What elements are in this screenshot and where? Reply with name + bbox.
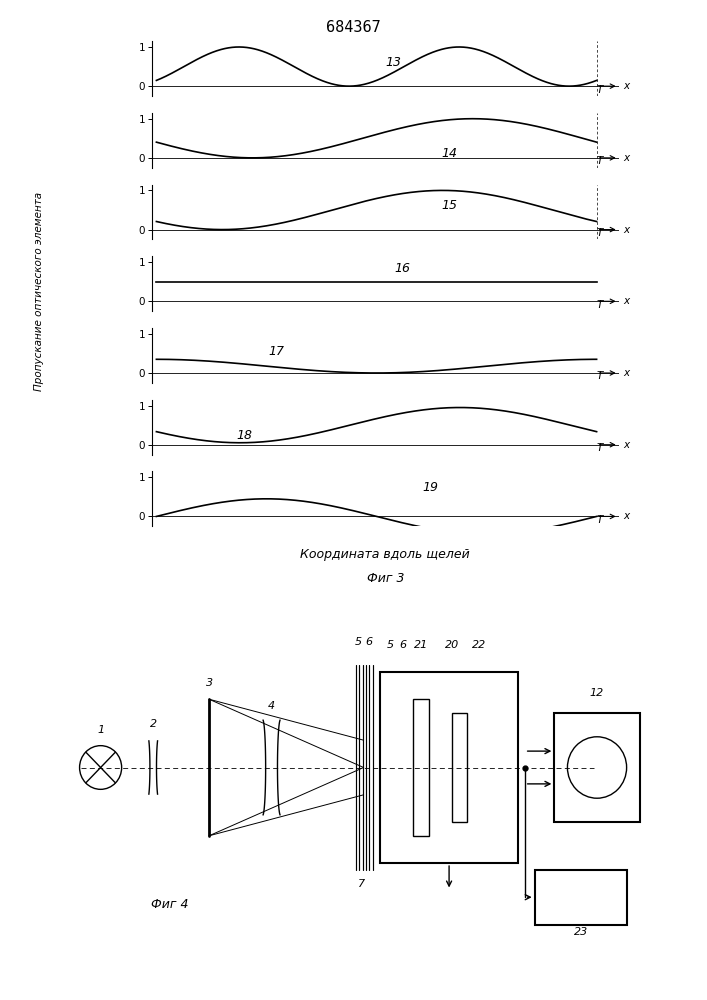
Text: x: x	[623, 440, 629, 450]
Text: T: T	[597, 85, 603, 95]
Text: x: x	[623, 368, 629, 378]
Text: T: T	[597, 228, 603, 238]
Text: Фиг 4: Фиг 4	[151, 898, 189, 911]
Text: 2: 2	[150, 719, 157, 729]
Text: 20: 20	[445, 640, 460, 650]
Text: 12: 12	[590, 688, 604, 698]
Text: T: T	[597, 443, 603, 453]
Text: 22: 22	[472, 640, 486, 650]
Text: T: T	[597, 156, 603, 166]
Text: 5: 5	[355, 637, 362, 647]
Text: 6: 6	[399, 640, 407, 650]
Text: 17: 17	[269, 345, 285, 358]
Text: 3: 3	[206, 678, 213, 688]
Bar	[380, 672, 518, 863]
Text: x: x	[623, 296, 629, 306]
Text: 4: 4	[268, 701, 275, 711]
Bar	[413, 699, 429, 836]
Text: x: x	[623, 153, 629, 163]
Bar	[534, 870, 626, 925]
Text: 6: 6	[366, 637, 373, 647]
Text: 684367: 684367	[326, 20, 381, 35]
Text: T: T	[597, 515, 603, 525]
Text: 18: 18	[236, 429, 252, 442]
Text: 19: 19	[423, 481, 438, 494]
Text: 7: 7	[358, 879, 366, 889]
Text: x: x	[623, 511, 629, 521]
Text: x: x	[623, 225, 629, 235]
Text: 5: 5	[386, 640, 394, 650]
Text: Фиг 3: Фиг 3	[366, 572, 404, 585]
Text: 1: 1	[97, 725, 104, 735]
Text: 13: 13	[385, 56, 402, 69]
Text: 23: 23	[573, 927, 588, 937]
Text: Координата вдоль щелей: Координата вдоль щелей	[300, 548, 470, 561]
Bar	[452, 713, 467, 822]
Text: T: T	[597, 371, 603, 381]
Text: T: T	[597, 300, 603, 310]
Text: 14: 14	[441, 147, 457, 160]
Text: 21: 21	[414, 640, 428, 650]
Text: 15: 15	[441, 199, 457, 212]
Bar	[554, 713, 640, 822]
Text: x: x	[623, 81, 629, 91]
Text: 16: 16	[395, 262, 411, 275]
Text: Пропускание оптического элемента: Пропускание оптического элемента	[34, 191, 44, 391]
